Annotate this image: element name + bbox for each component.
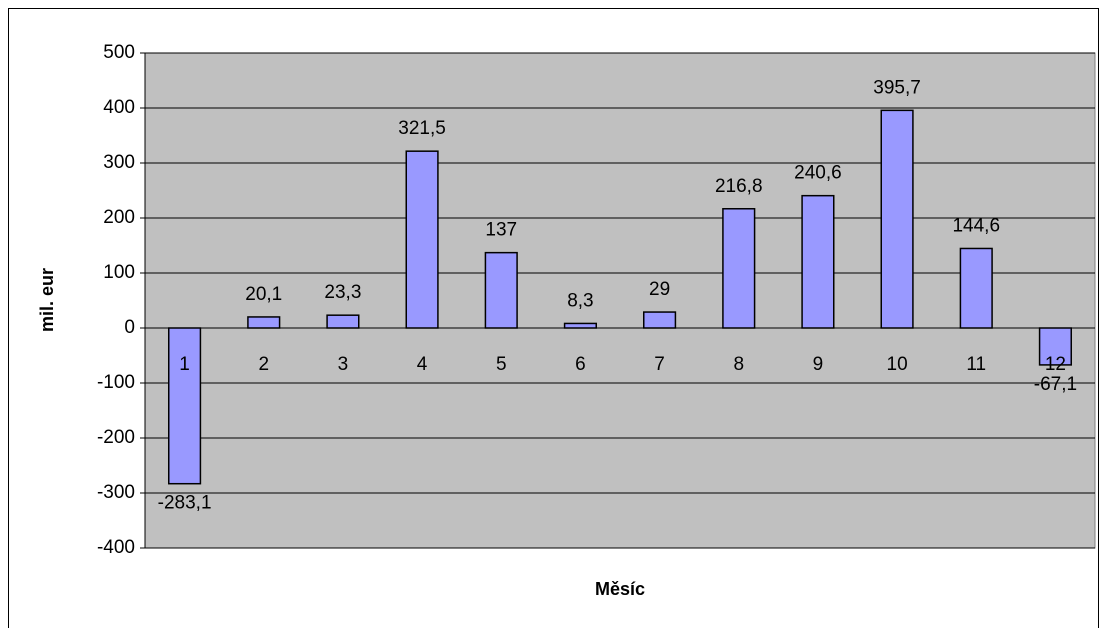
x-axis-title: Měsíc xyxy=(595,579,645,599)
bar xyxy=(880,109,914,329)
y-tick-label: 400 xyxy=(103,97,135,118)
bar xyxy=(405,150,439,329)
x-tick-label: 9 xyxy=(813,354,824,375)
x-tick-label: 1 xyxy=(179,354,190,375)
value-label: 137 xyxy=(485,220,517,241)
value-label: 240,6 xyxy=(794,163,842,184)
x-tick-label: 11 xyxy=(966,354,986,375)
bar xyxy=(168,327,202,485)
x-tick-label: 6 xyxy=(575,354,586,375)
x-tick-label: 10 xyxy=(887,354,908,375)
x-tick-label: 7 xyxy=(654,354,665,375)
bar xyxy=(643,311,677,329)
x-tick-label: 3 xyxy=(338,354,349,375)
bar xyxy=(563,322,597,329)
x-tick-label: 4 xyxy=(417,354,428,375)
value-label: 23,3 xyxy=(324,282,361,303)
bar xyxy=(326,314,360,329)
x-tick-label: 12 xyxy=(1045,354,1066,375)
value-label: 395,7 xyxy=(873,77,921,98)
x-tick-label: 2 xyxy=(258,354,269,375)
x-tick-label: 8 xyxy=(733,354,744,375)
value-label: 29 xyxy=(649,279,670,300)
bar xyxy=(801,194,835,329)
value-label: -67,1 xyxy=(1034,374,1077,395)
plot-area xyxy=(144,52,1096,549)
value-label: 8,3 xyxy=(567,290,593,311)
y-tick-label: 300 xyxy=(103,152,135,173)
y-tick-label: -100 xyxy=(97,372,135,393)
y-tick-label: 100 xyxy=(103,262,135,283)
y-tick-label: 0 xyxy=(124,317,135,338)
bar xyxy=(484,251,518,329)
y-tick-label: 200 xyxy=(103,207,135,228)
bar xyxy=(1038,327,1073,366)
y-tick-label: 500 xyxy=(103,42,135,63)
bar xyxy=(722,208,756,329)
bar xyxy=(247,316,281,329)
value-label: 216,8 xyxy=(715,176,763,197)
x-tick-label: 5 xyxy=(496,354,507,375)
value-label: -283,1 xyxy=(158,493,212,514)
y-axis-title: mil. eur xyxy=(37,268,57,332)
value-label: 144,6 xyxy=(952,215,1000,236)
bar xyxy=(959,247,993,329)
y-tick-label: -200 xyxy=(97,427,135,448)
y-tick-label: -300 xyxy=(97,482,135,503)
value-label: 20,1 xyxy=(245,284,282,305)
y-tick-label: -400 xyxy=(97,537,135,558)
value-label: 321,5 xyxy=(398,118,446,139)
